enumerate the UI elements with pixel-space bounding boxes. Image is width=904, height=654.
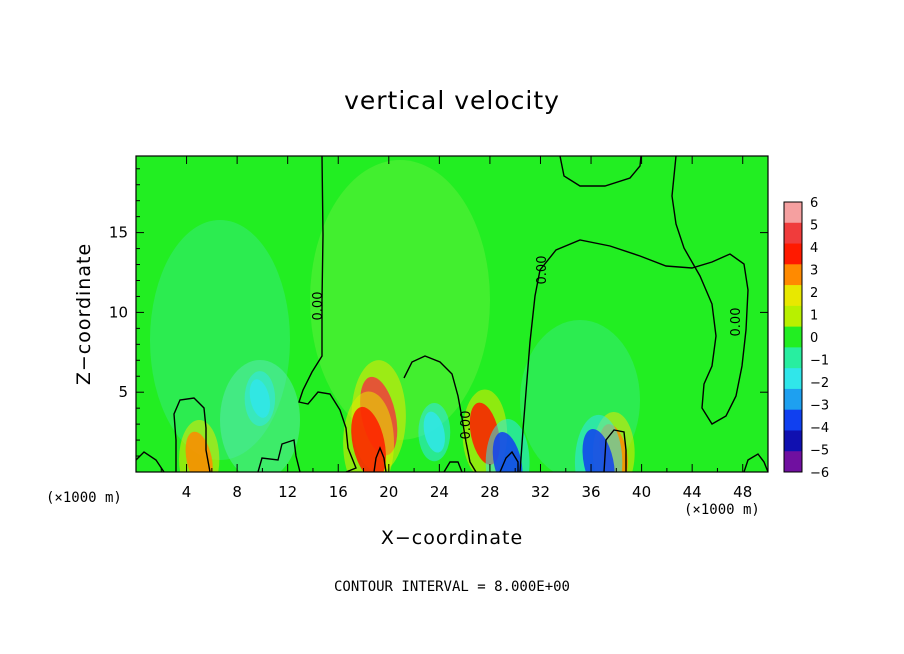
x-tick-label: 24 [430, 483, 449, 501]
chart-title: vertical velocity [344, 86, 560, 115]
x-tick-label: 12 [278, 483, 297, 501]
colorbar-swatch [784, 222, 802, 245]
contour-label: 0.00 [459, 411, 474, 440]
colorbar-tick-label: 4 [810, 241, 818, 256]
colorbar-frame [783, 201, 803, 473]
contour-label: 0.00 [729, 308, 744, 337]
colorbar-tick-label: −2 [810, 376, 829, 391]
contour-labels: 0.00 0.00 0.00 0.00 [311, 256, 744, 440]
velocity-core [249, 379, 271, 418]
y-tick-label: 5 [118, 383, 128, 401]
plot-frame [135, 155, 769, 473]
velocity-field [150, 160, 640, 472]
colorbar-tick-label: 5 [810, 219, 818, 234]
x-tick-label: 32 [531, 483, 550, 501]
colorbar-tick-label: −1 [810, 354, 829, 369]
contour-label: 0.00 [535, 256, 550, 285]
contour-interval: CONTOUR INTERVAL = 8.000E+00 [333, 579, 570, 595]
x-unit-left: (×1000 m) [46, 490, 122, 506]
colorbar-tick-label: 6 [810, 196, 818, 211]
colorbar-swatch [784, 264, 802, 286]
x-tick-label: 44 [683, 483, 702, 501]
colorbar-swatch [784, 388, 802, 411]
colorbar-swatch [784, 347, 802, 369]
velocity-core [423, 411, 445, 453]
x-tick-label: 40 [632, 483, 651, 501]
colorbar: 6 5 4 3 2 1 0 −1 −2 −3 −4 −5 −6 [783, 196, 829, 481]
y-tick-label: 10 [109, 303, 128, 321]
colorbar-tick-label: −6 [810, 466, 829, 481]
colorbar-tick-label: −5 [810, 444, 829, 459]
field-patch [310, 160, 490, 440]
x-unit-right: (×1000 m) [684, 502, 760, 518]
colorbar-swatch [784, 243, 802, 265]
x-axis-label: X−coordinate [380, 527, 524, 549]
x-tick-label: 16 [329, 483, 348, 501]
colorbar-tick-label: −4 [810, 421, 829, 436]
zero-contours [136, 156, 768, 472]
velocity-core [351, 406, 386, 472]
colorbar-swatch [784, 285, 802, 307]
x-tick-label: 8 [232, 483, 242, 501]
x-axis: 4 8 12 16 20 24 28 32 36 40 44 48 [160, 156, 752, 501]
x-tick-label: 4 [182, 483, 192, 501]
x-tick-label: 20 [379, 483, 398, 501]
plot-area [136, 156, 768, 472]
y-tick-label: 15 [109, 224, 128, 242]
x-tick-label: 28 [480, 483, 499, 501]
colorbar-swatch [784, 430, 802, 452]
colorbar-tick-label: 2 [810, 286, 818, 301]
colorbar-swatch [784, 326, 802, 348]
colorbar-swatch [784, 368, 802, 390]
colorbar-tick-label: 0 [810, 331, 818, 346]
colorbar-tick-label: 3 [810, 264, 818, 279]
colorbar-swatch [784, 202, 802, 224]
colorbar-tick-label: −3 [810, 399, 829, 414]
colorbar-swatch [784, 451, 802, 473]
colorbar-swatch [784, 409, 802, 431]
x-tick-label: 36 [581, 483, 600, 501]
colorbar-swatch [784, 305, 802, 328]
velocity-core [582, 429, 615, 472]
contour-label: 0.00 [311, 292, 326, 321]
colorbar-tick-label: 1 [810, 309, 818, 324]
x-tick-label: 48 [733, 483, 752, 501]
y-axis-label: Z−coordinate [73, 242, 95, 386]
y-axis: 5 10 15 [109, 168, 768, 457]
velocity-core [492, 431, 523, 472]
